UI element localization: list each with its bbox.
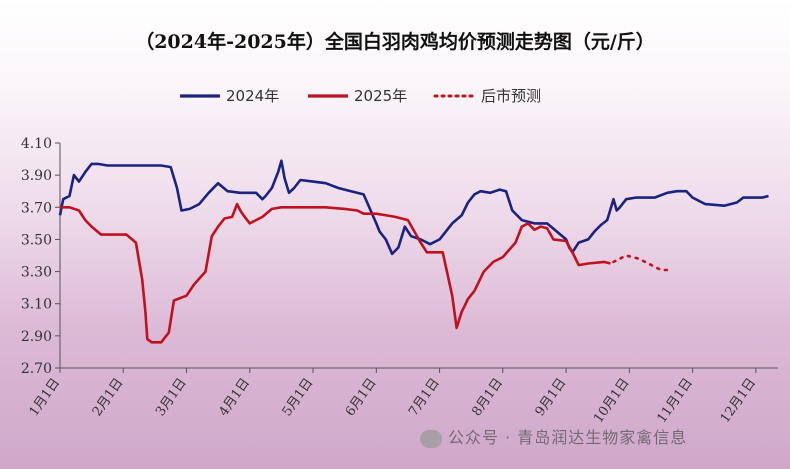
x-tick-label: 3月1日 [153,376,190,419]
y-tick-label: 3.30 [21,265,52,281]
watermark: 公众号 · 青岛润达生物家禽信息 [420,424,687,448]
legend: 2024年 2025年 后市预测 [180,87,541,105]
x-tick-label: 5月1日 [280,376,317,419]
legend-label-3: 后市预测 [481,87,541,105]
x-tick-label: 1月1日 [27,376,64,419]
x-tick-label: 9月1日 [533,376,570,419]
x-tick-label: 12月1日 [718,376,759,426]
y-tick-label: 3.70 [21,200,52,216]
watermark-text: 公众号 · 青岛润达生物家禽信息 [448,428,688,447]
series-line-1 [58,159,769,256]
y-tick-label: 3.10 [21,297,52,313]
legend-label-1: 2024年 [226,87,279,105]
y-tick-label: 3.50 [21,232,52,248]
y-tick-label: 2.90 [21,329,52,345]
x-tick-label: 2月1日 [90,376,127,419]
x-tick-label: 7月1日 [406,376,443,419]
x-tick-label: 11月1日 [654,376,695,426]
x-tick-label: 6月1日 [343,376,380,419]
y-tick-label: 3.90 [21,168,52,184]
series-group [58,159,769,344]
wechat-icon [420,429,442,448]
chart-title: （2024年-2025年）全国白羽肉鸡均价预测走势图（元/斤） [135,30,655,53]
series-line-3 [612,254,672,272]
x-tick-label: 8月1日 [469,376,506,419]
y-tick-label: 4.10 [21,136,52,152]
series-line-2 [60,202,611,344]
x-tick-label: 4月1日 [216,376,253,419]
x-tick-label: 10月1日 [591,376,632,426]
legend-label-2: 2025年 [354,87,407,105]
y-tick-label: 2.70 [21,361,52,377]
